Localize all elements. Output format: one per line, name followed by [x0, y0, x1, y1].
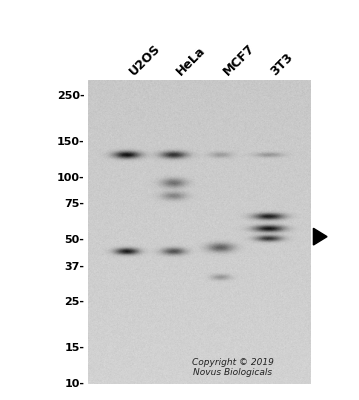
Text: U2OS: U2OS	[127, 42, 163, 78]
Text: 150-: 150-	[57, 137, 84, 147]
Text: 100-: 100-	[57, 173, 84, 183]
Text: 75-: 75-	[64, 199, 84, 209]
Text: 50-: 50-	[65, 235, 84, 245]
Text: 25-: 25-	[64, 297, 84, 307]
Text: 3T3: 3T3	[268, 50, 296, 78]
Text: MCF7: MCF7	[220, 42, 257, 78]
Text: 37-: 37-	[64, 262, 84, 272]
Text: HeLa: HeLa	[174, 44, 208, 78]
Text: 10-: 10-	[64, 379, 84, 389]
Text: Copyright © 2019
Novus Biologicals: Copyright © 2019 Novus Biologicals	[192, 358, 274, 377]
Text: 15-: 15-	[64, 343, 84, 353]
Text: 250-: 250-	[57, 91, 84, 101]
